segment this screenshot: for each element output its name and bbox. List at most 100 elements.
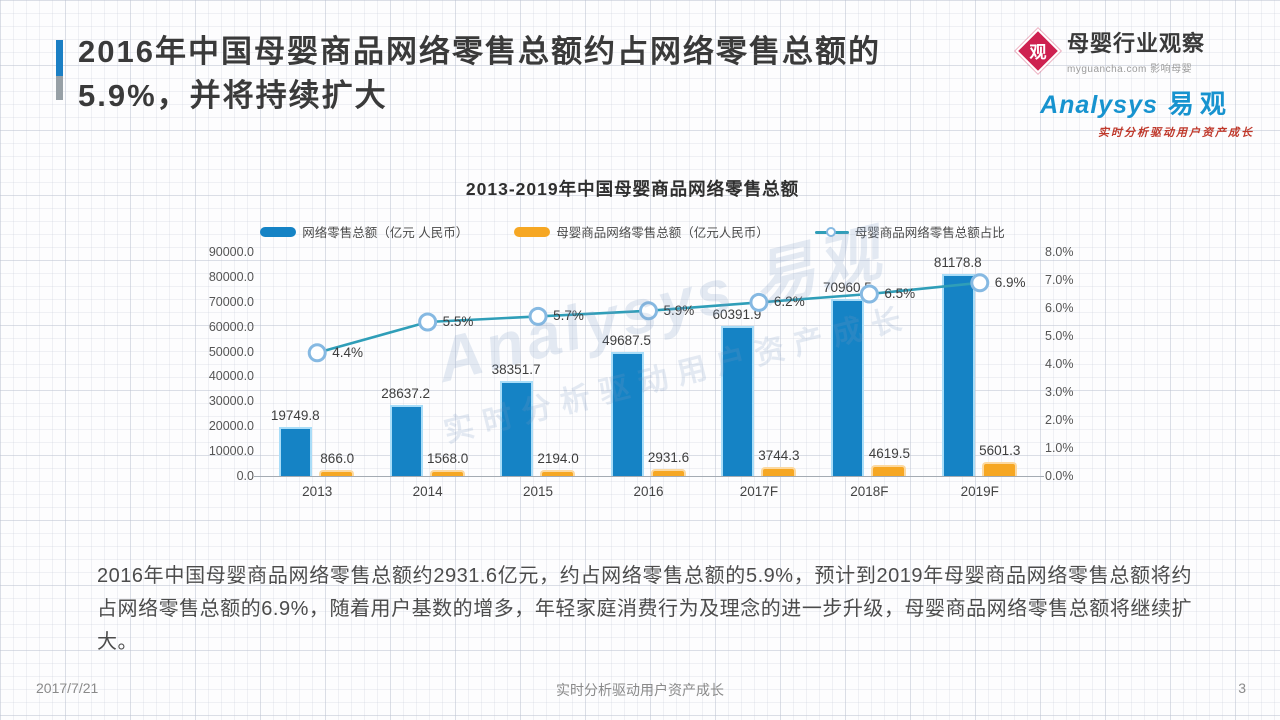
analysys-name-en: Analysys: [1040, 91, 1158, 119]
myguancha-diamond-icon: 观: [1018, 30, 1058, 71]
page-title: 2016年中国母婴商品网络零售总额约占网络零售总额的 5.9%，并将持续扩大: [78, 30, 1038, 118]
bar-total-label-2017F: 60391.9: [712, 306, 762, 322]
bar-total-2015: [500, 380, 534, 476]
accent-bar-gray: [56, 76, 63, 100]
analysys-logo: Analysys 易观 实时分析驱动用户资产成长: [1018, 84, 1254, 140]
right-axis-tick-0.0%: 0.0%: [1045, 469, 1074, 483]
left-axis-tick-30000.0: 30000.0: [208, 394, 254, 409]
share-label-2014: 5.5%: [442, 314, 474, 329]
bar-maternal-label-2017F: 3744.3: [758, 447, 800, 463]
legend-label-share: 母婴商品网络零售总额占比: [854, 226, 1005, 240]
logo-block: 观 母婴行业观察 myguancha.com 影响母婴 Analysys 易观 实…: [1018, 26, 1254, 140]
diamond-char: 观: [1029, 43, 1047, 62]
bar-maternal-2014: [429, 470, 465, 476]
share-label-2013: 4.4%: [332, 344, 363, 360]
legend-item-share: 母婴商品网络零售总额占比: [814, 222, 1005, 241]
bar-total-label-2016: 49687.5: [602, 333, 651, 349]
legend-item-maternal: 母婴商品网络零售总额（亿元人民币）: [514, 222, 769, 241]
legend-swatch-maternal: [514, 226, 551, 237]
bar-maternal-2013: [319, 470, 355, 476]
page-title-line1: 2016年中国母婴商品网络零售总额约占网络零售总额的: [78, 34, 881, 69]
bar-maternal-label-2015: 2194.0: [537, 451, 579, 466]
x-axis-line: [254, 476, 1044, 477]
bar-total-label-2018F: 70960.5: [822, 280, 872, 296]
share-marker-2016: [639, 301, 658, 321]
plot-area: 19749.8 866.0 28637.2 1568.0 38351.7 2194.0 49…: [262, 252, 1035, 476]
right-axis-tick-5.0%: 5.0%: [1045, 329, 1074, 343]
bar-total-label-2014: 28637.2: [381, 385, 431, 401]
accent-bar-blue: [56, 40, 63, 76]
share-marker-2018F: [859, 284, 879, 304]
right-axis-tick-6.0%: 6.0%: [1045, 301, 1074, 315]
x-axis-label-2015: 2015: [523, 484, 554, 499]
x-axis-label-2019F: 2019F: [960, 484, 999, 499]
bar-maternal-label-2016: 2931.6: [647, 449, 690, 465]
share-marker-2013: [307, 343, 327, 363]
bar-total-label-2013: 19749.8: [270, 407, 320, 423]
right-axis-tick-2.0%: 2.0%: [1045, 413, 1074, 427]
bar-total-2019F: [941, 273, 975, 476]
bar-total-label-2019F: 81178.8: [933, 254, 982, 270]
left-axis-tick-0.0: 0.0: [236, 469, 254, 483]
x-axis-label-2016: 2016: [633, 484, 664, 499]
left-axis-tick-60000.0: 60000.0: [208, 319, 254, 334]
right-axis-tick-8.0%: 8.0%: [1045, 245, 1074, 259]
right-axis-tick-1.0%: 1.0%: [1045, 441, 1074, 455]
bar-total-2018F: [831, 299, 865, 476]
bar-maternal-2019F: [981, 462, 1017, 476]
left-axis-tick-70000.0: 70000.0: [208, 294, 254, 309]
share-label-2018F: 6.5%: [884, 286, 916, 301]
footer: 2017/7/21 实时分析驱动用户资产成长 3: [0, 680, 1280, 704]
bar-total-2016: [610, 352, 644, 476]
left-axis-tick-40000.0: 40000.0: [208, 369, 254, 384]
share-marker-2017F: [749, 292, 769, 312]
x-axis-label-2018F: 2018F: [850, 484, 889, 499]
x-axis-label-2013: 2013: [302, 484, 333, 499]
right-axis-tick-7.0%: 7.0%: [1045, 273, 1074, 287]
title-accent-bar: [56, 40, 63, 100]
footer-page-number: 3: [1238, 680, 1246, 696]
bar-maternal-label-2018F: 4619.5: [868, 445, 910, 461]
bar-maternal-2017F: [760, 466, 796, 476]
legend-label-total: 网络零售总额（亿元 人民币）: [302, 226, 469, 240]
bar-maternal-label-2014: 1568.0: [426, 451, 469, 466]
right-axis-tick-4.0%: 4.0%: [1045, 357, 1074, 371]
bar-maternal-2015: [540, 470, 576, 476]
bar-maternal-label-2013: 866.0: [320, 451, 355, 466]
analysys-tagline: 实时分析驱动用户资产成长: [1098, 127, 1254, 139]
left-axis-tick-50000.0: 50000.0: [208, 344, 254, 359]
share-label-2017F: 6.2%: [773, 294, 805, 310]
bar-total-2014: [389, 404, 423, 476]
bar-maternal-2018F: [871, 464, 907, 476]
x-axis-label-2014: 2014: [412, 484, 443, 499]
chart: 2013-2019年中国母婴商品网络零售总额 网络零售总额（亿元 人民币） 母婴…: [180, 170, 1085, 520]
bar-maternal-2016: [650, 468, 686, 476]
share-line-svg: [307, 273, 990, 363]
left-axis-tick-80000.0: 80000.0: [208, 269, 254, 284]
body-paragraph: 2016年中国母婴商品网络零售总额约2931.6亿元，约占网络零售总额的5.9%…: [97, 565, 1192, 653]
bar-total-2017F: [720, 325, 754, 476]
share-label-2015: 5.7%: [553, 308, 584, 324]
bar-total-2013: [279, 426, 313, 476]
page-title-line2: 5.9%，并将持续扩大: [78, 78, 388, 113]
legend-item-total: 网络零售总额（亿元 人民币）: [260, 222, 468, 241]
left-axis-tick-20000.0: 20000.0: [208, 419, 254, 434]
legend-label-maternal: 母婴商品网络零售总额（亿元人民币）: [556, 226, 769, 240]
myguancha-logo: 观 母婴行业观察 myguancha.com 影响母婴: [1018, 26, 1254, 75]
left-axis-tick-10000.0: 10000.0: [208, 444, 254, 459]
share-marker-2015: [528, 306, 548, 326]
legend-swatch-share-line: [814, 226, 849, 238]
chart-title: 2013-2019年中国母婴商品网络零售总额: [465, 179, 800, 199]
bar-maternal-label-2019F: 5601.3: [979, 443, 1021, 459]
left-axis-tick-90000.0: 90000.0: [208, 245, 254, 259]
footer-slogan: 实时分析驱动用户资产成长: [556, 682, 724, 698]
share-label-2016: 5.9%: [663, 302, 695, 318]
myguancha-name: 母婴行业观察: [1067, 31, 1206, 56]
share-marker-2019F: [970, 273, 990, 293]
myguancha-subtitle: myguancha.com 影响母婴: [1067, 64, 1193, 75]
x-axis-label-2017F: 2017F: [739, 484, 779, 499]
footer-date: 2017/7/21: [36, 680, 99, 696]
chart-legend: 网络零售总额（亿元 人民币） 母婴商品网络零售总额（亿元人民币） 母婴商品网络零…: [180, 222, 1085, 241]
analysys-name-cn: 易观: [1167, 89, 1232, 119]
